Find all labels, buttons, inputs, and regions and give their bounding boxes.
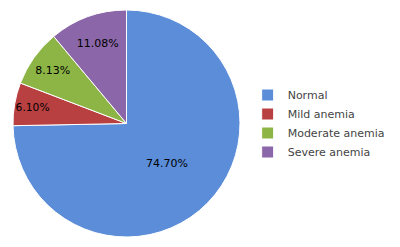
svg-text:Mild anemia: Mild anemia [288, 108, 355, 121]
svg-text:6.10%: 6.10% [16, 101, 50, 114]
svg-text:8.13%: 8.13% [35, 64, 70, 77]
svg-text:74.70%: 74.70% [146, 157, 188, 170]
svg-text:Moderate anemia: Moderate anemia [288, 127, 385, 140]
svg-text:11.08%: 11.08% [77, 37, 119, 50]
svg-text:Normal: Normal [288, 89, 328, 102]
svg-text:Severe anemia: Severe anemia [288, 146, 371, 159]
